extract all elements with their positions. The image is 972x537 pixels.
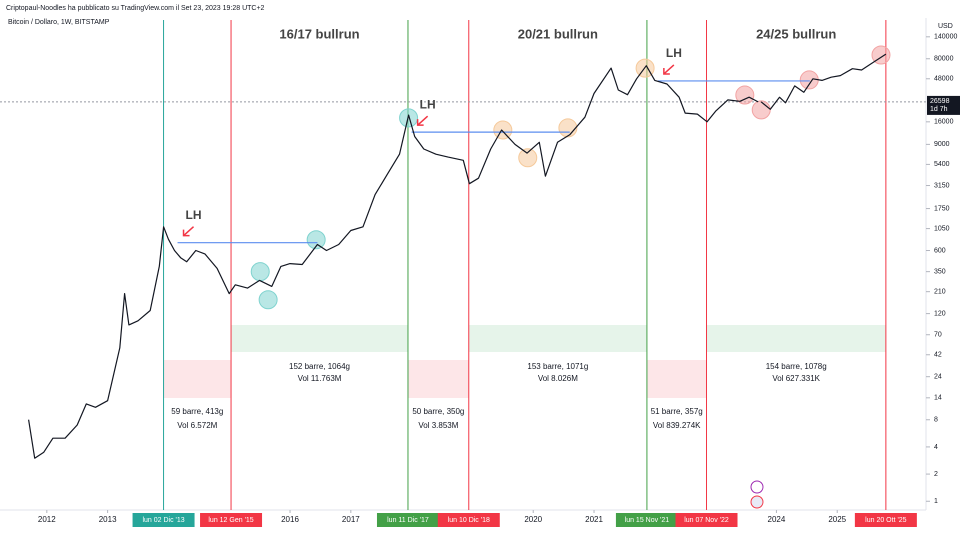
x-tick-label: 2013 bbox=[99, 515, 117, 524]
phase-bars: 59 barre, 413g bbox=[171, 407, 223, 416]
highlight bbox=[493, 120, 513, 140]
x-tick-label: 2017 bbox=[342, 515, 360, 524]
event-label-box bbox=[132, 513, 195, 527]
y-tick-label: 48000 bbox=[934, 76, 954, 83]
countdown: 1d 7h bbox=[930, 106, 948, 113]
highlight bbox=[735, 85, 755, 105]
price-line bbox=[760, 53, 887, 110]
y-tick-label: 70 bbox=[934, 332, 942, 339]
highlight bbox=[399, 108, 419, 128]
event-label-box bbox=[615, 513, 678, 527]
lh-label: LH bbox=[420, 97, 436, 111]
y-tick-label: 350 bbox=[934, 268, 946, 275]
event-label-box bbox=[200, 513, 263, 527]
y-tick-label: 1750 bbox=[934, 205, 950, 212]
phase-volume: Vol 839.274K bbox=[653, 421, 701, 430]
phase-zone bbox=[706, 325, 886, 352]
highlight bbox=[518, 148, 538, 168]
flag-icon bbox=[750, 495, 764, 509]
phase-bars: 51 barre, 357g bbox=[651, 407, 703, 416]
y-tick-label: 16000 bbox=[934, 119, 954, 126]
phase-zone bbox=[468, 325, 647, 352]
y-tick-label: 24 bbox=[934, 374, 942, 381]
bullrun-title: 20/21 bullrun bbox=[518, 26, 598, 41]
chart-title: Bitcoin / Dollaro, 1W, BITSTAMP bbox=[8, 19, 110, 26]
current-price-label: 26598 bbox=[930, 98, 950, 105]
phase-zone bbox=[231, 325, 408, 352]
highlight bbox=[751, 100, 771, 120]
event-label: lun 20 Ott '25 bbox=[865, 517, 907, 524]
y-tick-label: 1050 bbox=[934, 225, 950, 232]
bullrun-title: 24/25 bullrun bbox=[756, 26, 836, 41]
phase-bars: 154 barre, 1078g bbox=[766, 362, 827, 371]
highlight bbox=[306, 230, 326, 250]
event-label-box bbox=[376, 513, 439, 527]
phase-volume: Vol 6.572M bbox=[177, 421, 217, 430]
x-tick-label: 2024 bbox=[768, 515, 786, 524]
current-price-box bbox=[927, 95, 960, 115]
y-tick-label: 42 bbox=[934, 352, 942, 359]
highlight bbox=[558, 118, 578, 138]
lh-label: LH bbox=[186, 208, 202, 222]
header: Criptopaul-Noodles ha pubblicato su Trad… bbox=[6, 5, 265, 12]
phase-zone bbox=[646, 360, 707, 398]
y-tick-label: 120 bbox=[934, 310, 946, 317]
y-tick-label: 80000 bbox=[934, 56, 954, 63]
phase-volume: Vol 3.853M bbox=[418, 421, 458, 430]
x-tick-label: 2021 bbox=[585, 515, 603, 524]
x-tick-label: 2016 bbox=[281, 515, 299, 524]
lh-arrow bbox=[417, 115, 429, 126]
event-label: lun 15 Nov '21 bbox=[625, 517, 670, 524]
phase-volume: Vol 627.331K bbox=[772, 374, 820, 383]
y-unit: USD bbox=[938, 23, 953, 30]
phase-bars: 153 barre, 1071g bbox=[527, 362, 588, 371]
price-line bbox=[28, 65, 759, 459]
event-label-box bbox=[675, 513, 738, 527]
y-tick-label: 14 bbox=[934, 395, 942, 402]
bullrun-title: 16/17 bullrun bbox=[279, 26, 359, 41]
y-tick-label: 2 bbox=[934, 471, 938, 478]
y-tick-label: 140000 bbox=[934, 34, 957, 41]
y-tick-label: 210 bbox=[934, 289, 946, 296]
event-label: lun 07 Nov '22 bbox=[684, 517, 729, 524]
lh-arrow bbox=[183, 226, 195, 237]
event-label: lun 02 Dic '13 bbox=[142, 517, 184, 524]
event-icon bbox=[750, 480, 764, 494]
event-label: lun 10 Dic '18 bbox=[448, 517, 490, 524]
phase-volume: Vol 11.763M bbox=[298, 374, 342, 383]
event-label: lun 11 Dic '17 bbox=[387, 517, 429, 524]
event-label-box bbox=[437, 513, 500, 527]
y-tick-label: 5400 bbox=[934, 161, 950, 168]
phase-volume: Vol 8.026M bbox=[538, 374, 578, 383]
event-label-box bbox=[854, 513, 917, 527]
phase-zone bbox=[163, 360, 232, 398]
y-tick-label: 600 bbox=[934, 247, 946, 254]
y-tick-label: 8 bbox=[934, 417, 938, 424]
lh-label: LH bbox=[666, 46, 682, 60]
x-tick-label: 2025 bbox=[828, 515, 846, 524]
y-tick-label: 3150 bbox=[934, 182, 950, 189]
y-tick-label: 1 bbox=[934, 498, 938, 505]
x-tick-label: 2012 bbox=[38, 515, 56, 524]
x-tick-label: 2020 bbox=[524, 515, 542, 524]
y-tick-label: 4 bbox=[934, 444, 938, 451]
phase-bars: 152 barre, 1064g bbox=[289, 362, 350, 371]
lh-arrow-head bbox=[663, 67, 670, 75]
lh-arrow bbox=[663, 64, 675, 75]
highlight bbox=[250, 262, 270, 282]
phase-zone bbox=[407, 360, 469, 398]
lh-arrow-head bbox=[182, 229, 190, 237]
phase-bars: 50 barre, 350g bbox=[412, 407, 464, 416]
y-tick-label: 9000 bbox=[934, 141, 950, 148]
highlight bbox=[799, 70, 819, 90]
event-label: lun 12 Gen '15 bbox=[208, 517, 253, 524]
highlight bbox=[258, 290, 278, 310]
lh-arrow-head bbox=[416, 119, 424, 126]
